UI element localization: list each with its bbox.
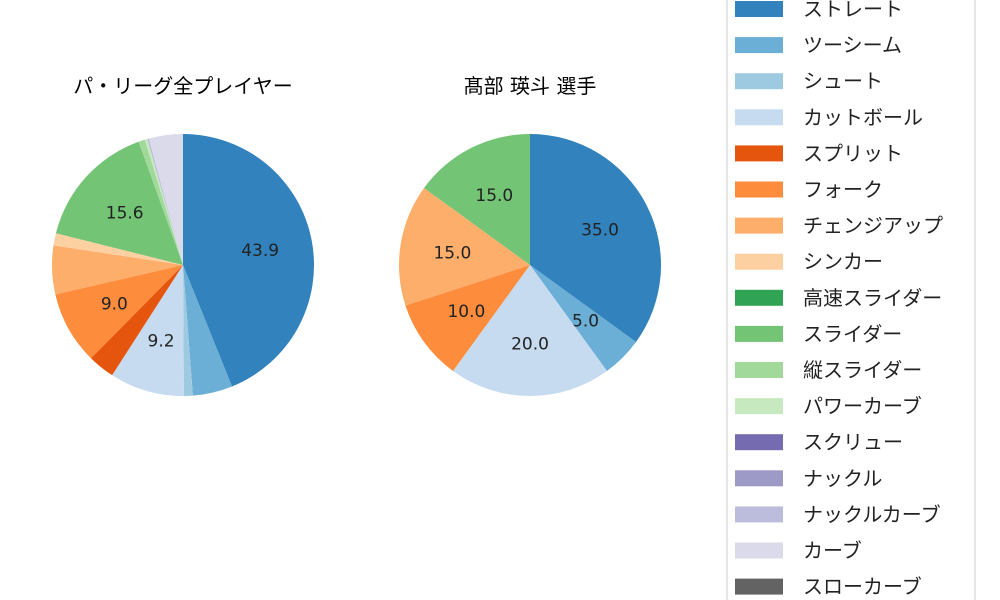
pie-title: パ・リーグ全プレイヤー xyxy=(73,74,292,98)
pie-slice xyxy=(138,139,183,265)
legend-entry: スプリット xyxy=(803,141,903,165)
pie-slice xyxy=(90,265,183,376)
legend-swatch xyxy=(735,109,783,126)
legend-swatch xyxy=(735,542,783,559)
legend-entry: パワーカーブ xyxy=(803,394,922,418)
legend-swatch xyxy=(735,217,783,234)
legend-entry: フォーク xyxy=(803,178,883,202)
legend-entry: スライダー xyxy=(803,322,902,346)
pie-slice xyxy=(147,138,183,265)
legend-entry: スローカーブ xyxy=(803,575,922,599)
legend-entry: 高速スライダー xyxy=(803,286,942,310)
slice-label: 5.0 xyxy=(572,312,599,332)
legend-entry: 縦スライダー xyxy=(803,358,922,382)
pie-slice xyxy=(183,265,193,396)
pie-slice xyxy=(530,134,661,342)
slice-label: 15.6 xyxy=(106,203,144,223)
pie-slice xyxy=(55,265,184,359)
legend-entry: ナックル xyxy=(803,466,882,490)
legend-swatch xyxy=(735,470,783,487)
legend-swatch xyxy=(735,325,783,342)
legend-entry: スクリュー xyxy=(803,430,903,454)
pie-1: パ・リーグ全プレイヤー 43.9 9.2 9.0 15.6 xyxy=(52,74,314,396)
pie-slice xyxy=(424,134,530,265)
legend-entry: ツーシーム xyxy=(803,33,902,57)
legend-entry: ストレート xyxy=(803,0,903,21)
pie-slice xyxy=(52,245,184,295)
legend-swatch xyxy=(735,1,783,17)
legend-swatch xyxy=(735,181,783,198)
pie-slice xyxy=(55,141,183,265)
slice-label: 43.9 xyxy=(241,241,279,261)
pie-slice xyxy=(112,265,184,396)
legend-swatch xyxy=(735,289,783,306)
pie-slice xyxy=(399,188,530,306)
pie-title: 髙部 瑛斗 選手 xyxy=(464,74,597,98)
slice-label: 9.0 xyxy=(101,294,128,314)
pie-slice xyxy=(144,138,183,265)
slice-label: 10.0 xyxy=(447,302,485,322)
legend-swatch xyxy=(735,434,783,451)
legend-entry: シンカー xyxy=(803,250,883,274)
legend-swatch xyxy=(735,73,783,90)
legend-swatch xyxy=(735,398,783,415)
legend-entry: チェンジアップ xyxy=(803,214,943,238)
slice-label: 9.2 xyxy=(148,331,175,351)
pie-2: 髙部 瑛斗 選手 35.0 5.0 20.0 10.0 15.0 15.0 xyxy=(399,74,661,397)
legend-swatch xyxy=(735,578,783,595)
pie-slice xyxy=(148,134,183,265)
legend-frame xyxy=(726,0,976,600)
legend-swatch xyxy=(735,145,783,162)
slice-label: 35.0 xyxy=(581,220,619,240)
legend-entry: シュート xyxy=(803,69,883,93)
legend-entry: カーブ xyxy=(803,539,862,563)
pie-slice xyxy=(453,265,607,397)
legend-entry: ナックルカーブ xyxy=(803,502,941,526)
slice-label: 20.0 xyxy=(511,335,549,355)
legend-swatch xyxy=(735,362,783,378)
legend: ストレートツーシームシュートカットボールスプリットフォークチェンジアップシンカー… xyxy=(726,0,976,600)
legend-swatch xyxy=(735,506,783,523)
pie-slice xyxy=(405,265,530,371)
pie-slice xyxy=(530,265,636,371)
legend-swatch xyxy=(735,253,783,270)
slice-label: 15.0 xyxy=(475,186,513,206)
legend-entry: カットボール xyxy=(803,105,923,129)
pie-slice xyxy=(183,134,314,387)
pie-slice xyxy=(183,265,232,396)
pie-slice xyxy=(53,233,184,265)
legend-swatch xyxy=(735,37,783,54)
slice-label: 15.0 xyxy=(433,244,471,264)
